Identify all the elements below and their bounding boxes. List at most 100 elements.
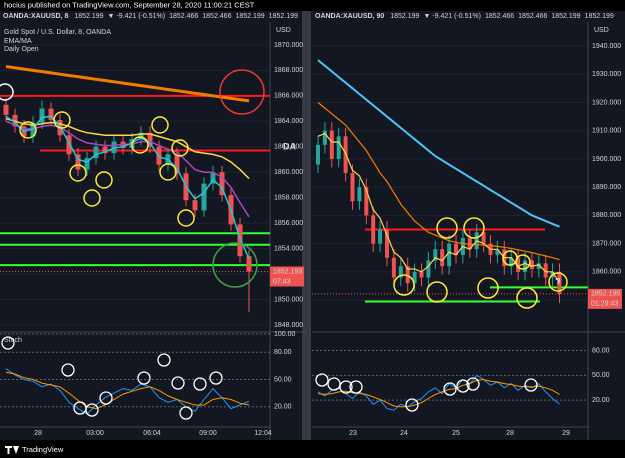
publish-bar xyxy=(0,0,625,11)
annotation-circle xyxy=(83,189,101,207)
stoch-line xyxy=(317,378,560,408)
candle-body xyxy=(433,249,438,261)
quote: 1852.199 xyxy=(235,13,264,20)
symbol: OANDA:XAUUSD, 8 xyxy=(3,13,68,20)
quote: 1852.466 xyxy=(169,13,198,20)
footer-bar xyxy=(0,440,625,458)
currency: USD xyxy=(276,27,291,34)
annotation-circle xyxy=(426,281,448,303)
logo xyxy=(5,446,19,454)
annotation-circle xyxy=(515,254,531,270)
panel-divider xyxy=(302,11,311,440)
annotation-circle xyxy=(151,116,169,134)
candle-body xyxy=(66,135,72,155)
x-tick-label: 24 xyxy=(400,430,408,437)
candle-body xyxy=(350,173,355,202)
countdown: 01:29:43 xyxy=(591,301,618,308)
annotation-circle xyxy=(0,83,14,101)
candle-body xyxy=(523,260,527,272)
candle-body xyxy=(385,229,389,258)
quote: 1852.466 xyxy=(202,13,231,20)
candle-body xyxy=(529,260,534,270)
annotation-circle xyxy=(53,111,71,129)
quote: 1852.466 xyxy=(518,13,547,20)
annotation-circle xyxy=(219,69,265,115)
candle-body xyxy=(102,146,108,154)
annotation-circle xyxy=(95,171,113,189)
candle-body xyxy=(495,249,500,255)
candle-body xyxy=(39,108,45,123)
candle-body xyxy=(322,130,327,145)
y-tick-label: 1858.000 xyxy=(274,194,303,201)
annotation-circle xyxy=(177,209,195,227)
stoch-circle xyxy=(524,378,538,392)
candle-body xyxy=(147,132,153,147)
stoch-circle xyxy=(405,398,419,412)
candle-body xyxy=(174,154,180,174)
stoch-circle xyxy=(85,403,99,417)
stoch-circle xyxy=(466,377,480,391)
x-tick-label: 29 xyxy=(562,430,570,437)
x-tick-label: 03:00 xyxy=(86,430,104,437)
candle-body xyxy=(219,172,225,196)
candle-body xyxy=(398,266,403,278)
y-tick-label: 1940.000 xyxy=(592,43,621,50)
footer-brand: TradingView xyxy=(22,445,64,454)
stoch-circle xyxy=(99,391,113,405)
candle-body xyxy=(440,249,445,267)
y-tick-label: 1848.000 xyxy=(274,322,303,329)
ma-line xyxy=(317,59,560,228)
last-price: 1852.199 xyxy=(591,291,620,298)
candle-body xyxy=(48,108,54,120)
y-tick-label: 1900.000 xyxy=(592,156,621,163)
y-tick-label: 1860.000 xyxy=(592,269,621,276)
candle-body xyxy=(84,158,90,170)
stoch-tick-label: 50.00 xyxy=(592,372,610,379)
stoch-tick-label: 80.00 xyxy=(274,349,292,356)
quote: 1852.199 xyxy=(551,13,580,20)
stoch-tick-label: 100.00 xyxy=(274,331,296,338)
candle-body xyxy=(75,154,81,170)
annotation-circle xyxy=(159,163,177,181)
ma-line xyxy=(5,115,250,260)
publisher: hocius published on TradingView.com, Sep… xyxy=(4,0,255,9)
candle-body xyxy=(426,260,431,278)
indicator: Daily Open xyxy=(4,46,39,53)
candle-body xyxy=(454,243,458,255)
candle-body xyxy=(210,172,216,184)
candle-body xyxy=(509,257,514,267)
candle-body xyxy=(329,130,334,159)
candle-body xyxy=(378,229,383,244)
x-tick-label: 25 xyxy=(452,430,460,437)
candle-body xyxy=(405,266,410,284)
y-tick-label: 1868.000 xyxy=(274,67,303,74)
quote: 1852.199 xyxy=(269,13,298,20)
candle-body xyxy=(481,232,486,244)
quote: 1852.199 xyxy=(390,13,419,20)
quote: 1852.199 xyxy=(74,13,103,20)
x-tick-label: 28 xyxy=(506,430,514,437)
ma-line xyxy=(5,117,250,180)
y-tick-label: 1854.000 xyxy=(274,245,303,252)
candle-body xyxy=(201,183,207,211)
ma-line xyxy=(317,102,560,261)
candle-body xyxy=(364,187,369,216)
quote: 1852.199 xyxy=(585,13,614,20)
stoch-tick-label: 20.00 xyxy=(274,404,292,411)
annotation-circle xyxy=(516,287,538,309)
quote: 1852.466 xyxy=(485,13,514,20)
annotation-circle xyxy=(393,274,415,296)
stoch-line xyxy=(5,371,250,410)
stoch-tick-label: 20.00 xyxy=(592,397,610,404)
stoch-circle xyxy=(179,406,193,420)
y-tick-label: 1862.000 xyxy=(274,144,303,151)
x-tick-label: 06:04 xyxy=(143,430,161,437)
stoch-tick-label: 80.00 xyxy=(592,347,610,354)
y-tick-label: 1910.000 xyxy=(592,128,621,135)
stoch-tick-label: 50.00 xyxy=(274,376,292,383)
annotation-circle xyxy=(436,217,458,239)
candle-body xyxy=(536,263,541,270)
stoch-circle xyxy=(456,379,470,393)
y-tick-label: 1866.000 xyxy=(274,93,303,100)
last-price: 1852.199 xyxy=(273,268,302,275)
